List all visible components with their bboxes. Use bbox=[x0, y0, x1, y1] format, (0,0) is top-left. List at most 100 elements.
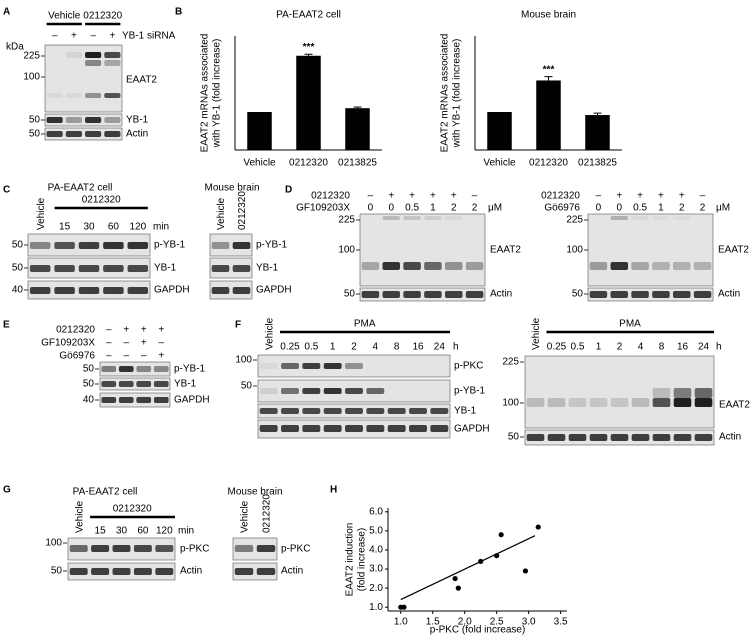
blot-band bbox=[361, 291, 380, 298]
label: 0212320 bbox=[113, 504, 152, 515]
marker-label: 40 bbox=[12, 285, 24, 296]
blot-band bbox=[256, 568, 276, 575]
marker-label: 100 bbox=[23, 72, 40, 83]
panel-letter: C bbox=[3, 185, 10, 196]
label: PA-EAAT2 cell bbox=[73, 487, 138, 498]
x-tick-label: 1.5 bbox=[426, 617, 440, 628]
point bbox=[455, 585, 461, 591]
y-axis-label: (fold increase) bbox=[357, 528, 368, 591]
panel-letter: F bbox=[235, 320, 241, 331]
band-label: YB-1 bbox=[256, 263, 279, 274]
y-tick-label: 5.0 bbox=[369, 526, 383, 537]
label: 60 bbox=[137, 526, 149, 537]
label: 0.25 bbox=[280, 342, 300, 353]
label: + bbox=[158, 351, 164, 362]
blot-band bbox=[652, 291, 670, 298]
label: Gö6976 bbox=[59, 351, 95, 362]
y-axis-label: with YB-1 (fold increase) bbox=[452, 39, 463, 149]
blot-band bbox=[211, 287, 230, 294]
marker-label: 100 bbox=[502, 398, 519, 409]
label: 2 bbox=[451, 203, 457, 214]
blot-band bbox=[366, 408, 385, 414]
label: 0.5 bbox=[405, 203, 419, 214]
x-tick-label: 3.0 bbox=[522, 617, 536, 628]
blot-band bbox=[91, 568, 110, 575]
label: 30 bbox=[83, 222, 95, 233]
label: PMA bbox=[619, 319, 641, 330]
blot-band bbox=[281, 363, 299, 369]
label: 0 bbox=[616, 203, 622, 214]
label: – bbox=[106, 351, 112, 362]
blot-band bbox=[101, 397, 117, 403]
blot-band bbox=[85, 117, 102, 123]
blot-band bbox=[65, 52, 82, 58]
band-label: p-PKC bbox=[454, 361, 483, 372]
blot-band bbox=[693, 291, 712, 298]
label: Vehicle bbox=[240, 500, 251, 533]
label: 0 bbox=[368, 203, 374, 214]
blot-band bbox=[112, 545, 131, 552]
band-label: Actin bbox=[126, 129, 148, 140]
marker-label: 50 bbox=[12, 240, 24, 251]
band-label: p-YB-1 bbox=[154, 240, 186, 251]
x-tick-label: 1.0 bbox=[394, 617, 408, 628]
point bbox=[494, 553, 500, 559]
blot-band bbox=[568, 398, 587, 407]
label: 1 bbox=[596, 342, 602, 353]
blot-band bbox=[136, 366, 152, 372]
label: 0212320 bbox=[82, 195, 121, 206]
label: 30 bbox=[116, 526, 128, 537]
label: + bbox=[658, 191, 664, 202]
blot-band bbox=[78, 242, 100, 249]
blot-image bbox=[232, 562, 278, 581]
blot-band bbox=[652, 262, 670, 270]
y-tick-label: 6.0 bbox=[369, 506, 383, 517]
blot-band bbox=[155, 568, 174, 575]
blot-band bbox=[54, 242, 75, 249]
blot-band bbox=[234, 568, 254, 575]
band-label: Actin bbox=[490, 289, 512, 300]
blot-band bbox=[424, 216, 442, 220]
chart-title: Mouse brain bbox=[521, 10, 576, 21]
label: 0 bbox=[596, 203, 602, 214]
point bbox=[498, 532, 504, 538]
blot-band bbox=[526, 434, 545, 441]
blot-band bbox=[323, 363, 342, 369]
blot-band bbox=[85, 60, 102, 66]
blot-band bbox=[85, 93, 102, 98]
label: 120 bbox=[129, 222, 146, 233]
label: 15 bbox=[59, 222, 71, 233]
band-label: p-YB-1 bbox=[256, 240, 288, 251]
band-label: Actin bbox=[281, 566, 303, 577]
panel-letter: D bbox=[285, 185, 292, 196]
label: μM bbox=[716, 203, 730, 214]
blot-band bbox=[65, 131, 82, 137]
blot-band bbox=[281, 425, 299, 432]
label: 2 bbox=[700, 203, 706, 214]
bar bbox=[345, 108, 370, 150]
blot-band bbox=[103, 265, 124, 272]
panel-letter: E bbox=[3, 320, 10, 331]
blot-band bbox=[465, 291, 484, 298]
blot-band bbox=[694, 434, 713, 441]
point bbox=[535, 524, 541, 530]
band-label: EAAT2 bbox=[719, 400, 750, 411]
marker-label: 50 bbox=[29, 129, 41, 140]
label: 0212320 bbox=[311, 191, 350, 202]
blot-band bbox=[382, 291, 400, 298]
marker-label: 50 bbox=[572, 289, 584, 300]
marker-label: 225 bbox=[566, 215, 583, 226]
band-label: Actin bbox=[719, 432, 741, 443]
blot-band bbox=[104, 117, 121, 123]
label: 0212320 bbox=[541, 191, 580, 202]
marker-label: 100 bbox=[235, 355, 252, 366]
label: h bbox=[453, 342, 459, 353]
blot-band bbox=[232, 265, 251, 272]
label: – bbox=[123, 338, 129, 349]
blot-band bbox=[430, 408, 449, 414]
label: min bbox=[153, 222, 169, 233]
blot-band bbox=[232, 242, 251, 249]
label: + bbox=[409, 191, 415, 202]
blot-band bbox=[345, 425, 363, 432]
blot-band bbox=[403, 216, 421, 220]
